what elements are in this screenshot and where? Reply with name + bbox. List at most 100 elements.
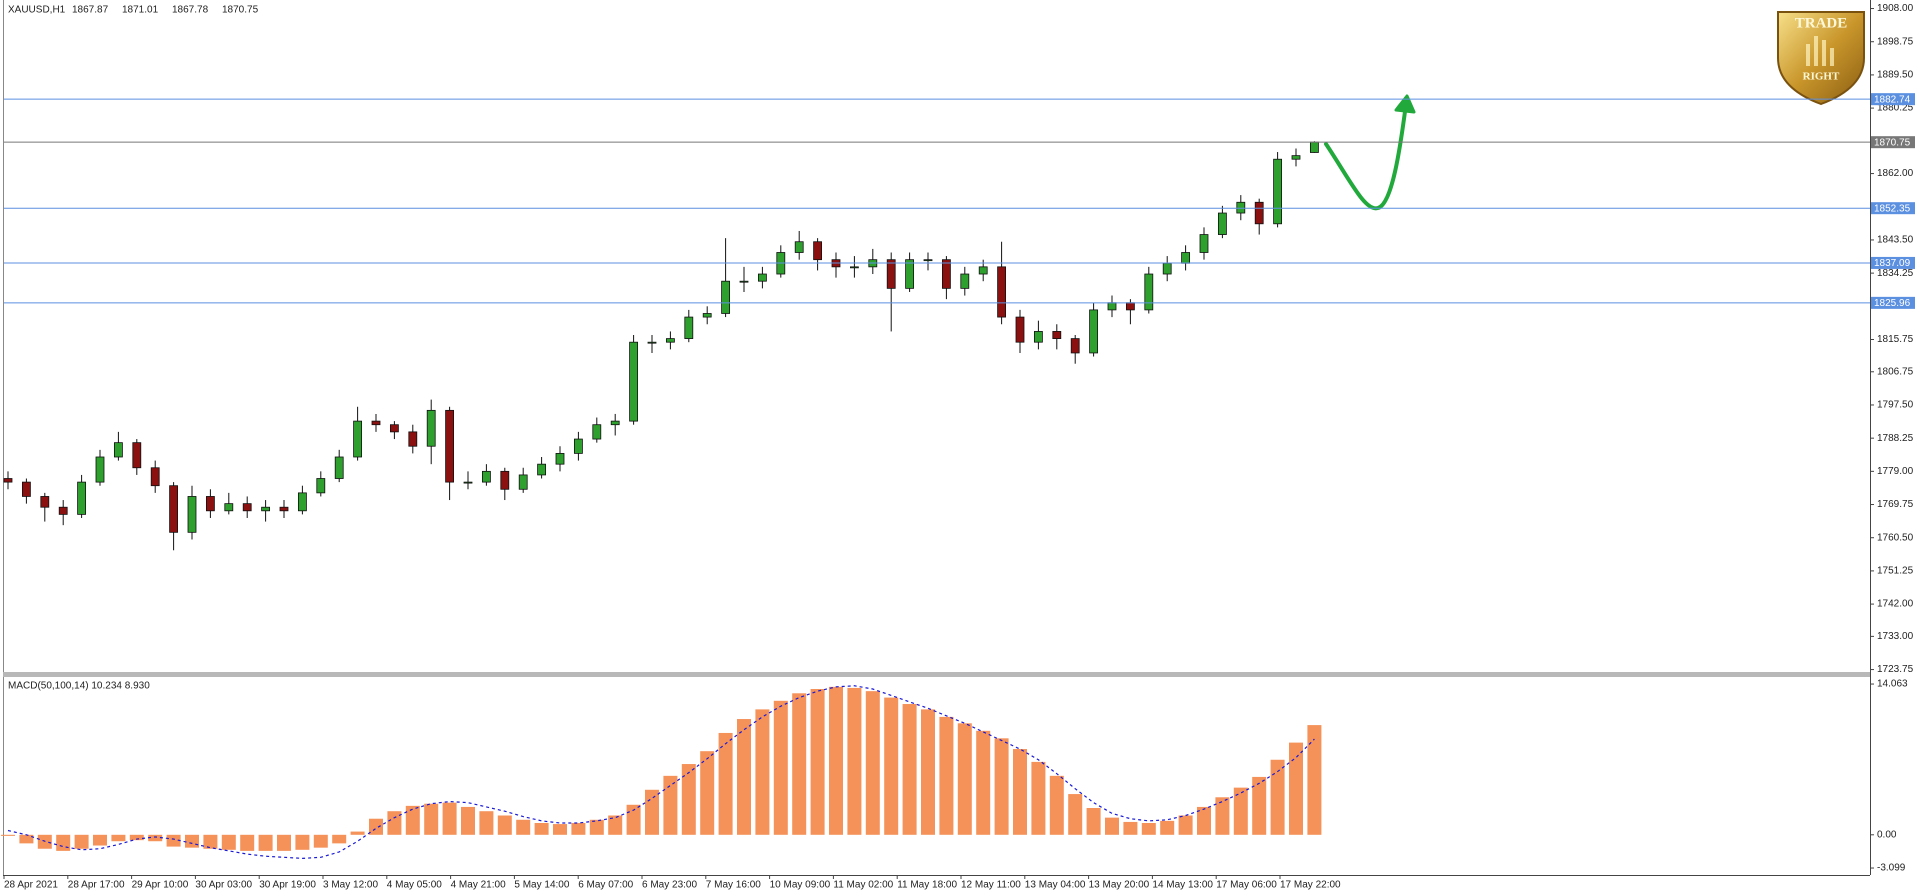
- macd-histogram-bar: [258, 834, 273, 851]
- candle-body: [684, 316, 694, 340]
- macd-histogram-bar: [1197, 806, 1211, 835]
- candle-body: [132, 442, 142, 469]
- candle-body: [1310, 141, 1319, 153]
- candle-body: [3, 478, 13, 483]
- candle-body: [794, 241, 804, 253]
- header-value: 1871.01: [122, 5, 159, 16]
- macd-histogram-bar: [1049, 775, 1064, 835]
- candle-body: [58, 506, 68, 515]
- candle-body: [426, 409, 436, 447]
- macd-histogram-bar: [589, 819, 604, 835]
- macd-histogram-bar: [737, 719, 751, 835]
- candle-body: [1126, 302, 1135, 311]
- x-tick-label: 6 May 23:00: [642, 880, 697, 891]
- macd-histogram-bar: [497, 815, 512, 835]
- level-label: 1825.96: [1874, 298, 1911, 309]
- macd-histogram-bar: [442, 802, 457, 835]
- y-tick-label: 1769.75: [1877, 499, 1914, 510]
- macd-histogram-bar: [1233, 787, 1248, 835]
- x-tick-label: 14 May 13:00: [1152, 880, 1213, 891]
- x-tick-label: 3 May 12:00: [323, 880, 378, 891]
- level-label-box: [1871, 296, 1915, 309]
- y-tick-label: 1733.00: [1877, 631, 1914, 642]
- candle-body: [721, 280, 730, 314]
- macd-histogram-bar: [166, 834, 181, 847]
- macd-histogram-bar: [1031, 761, 1046, 835]
- candle-body: [1181, 252, 1190, 264]
- macd-histogram-bar: [1013, 749, 1027, 835]
- macd-histogram-bar: [847, 687, 862, 835]
- macd-histogram-bar: [792, 693, 807, 835]
- macd-histogram-bar: [277, 834, 291, 851]
- macd-histogram-bar: [810, 689, 825, 835]
- candle-body: [702, 313, 712, 318]
- candle-body: [850, 266, 859, 269]
- macd-histogram-bar: [681, 764, 696, 835]
- macd-histogram-bar: [93, 834, 107, 846]
- macd-histogram-bar: [516, 819, 531, 835]
- macd-histogram-bar: [203, 834, 218, 849]
- macd-histogram-bar: [313, 834, 328, 848]
- candle-body: [610, 420, 620, 426]
- macd-histogram-bar: [571, 823, 586, 835]
- y-tick-label: 1843.50: [1877, 235, 1914, 246]
- level-label: 1837.09: [1874, 258, 1911, 269]
- macd-histogram-bar: [626, 804, 641, 835]
- macd-histogram-bar: [976, 730, 991, 835]
- x-tick-label: 13 May 04:00: [1025, 880, 1086, 891]
- x-tick-label: 29 Apr 10:00: [132, 880, 189, 891]
- x-tick-label: 30 Apr 19:00: [259, 880, 316, 891]
- macd-histogram-bar: [921, 709, 935, 835]
- macd-histogram-bar: [884, 697, 899, 835]
- macd-tick-label: 14.063: [1877, 679, 1908, 690]
- x-tick-label: 28 Apr 17:00: [68, 880, 125, 891]
- y-tick-label: 1889.50: [1877, 70, 1914, 81]
- candle-body: [1273, 158, 1282, 225]
- y-tick-label: 1742.00: [1877, 599, 1914, 610]
- candle-body: [518, 474, 528, 490]
- macd-tick-label: 0.00: [1877, 829, 1897, 840]
- macd-histogram-bar: [829, 686, 843, 835]
- macd-histogram-bar: [221, 834, 236, 850]
- y-tick-label: 1880.25: [1877, 103, 1914, 114]
- candle-body: [1107, 302, 1117, 311]
- panel-separator: [3, 672, 1870, 677]
- macd-histogram-bar: [332, 834, 347, 844]
- x-tick-label: 7 May 16:00: [706, 880, 761, 891]
- x-tick-label: 5 May 14:00: [514, 880, 569, 891]
- macd-histogram-bar: [56, 834, 71, 851]
- macd-histogram-bar: [185, 834, 199, 848]
- x-tick-label: 6 May 07:00: [578, 880, 633, 891]
- candle-body: [481, 470, 491, 483]
- macd-histogram-bar: [19, 834, 34, 844]
- macd-histogram-bar: [663, 775, 678, 835]
- y-tick-label: 1760.50: [1877, 532, 1914, 543]
- x-tick-label: 11 May 18:00: [897, 880, 957, 891]
- x-tick-label: 17 May 06:00: [1216, 880, 1277, 891]
- candle-body: [21, 481, 31, 497]
- logo-bar: [1814, 36, 1818, 66]
- candle-body: [555, 453, 565, 465]
- macd-signal-line: [7, 685, 1315, 859]
- macd-histogram-bar: [1068, 794, 1083, 835]
- macd-histogram-bar: [1141, 823, 1156, 835]
- macd-histogram-bar: [369, 818, 383, 835]
- macd-histogram-bar: [350, 831, 365, 835]
- macd-histogram-bar: [994, 738, 1009, 835]
- candle-body: [77, 481, 86, 515]
- macd-histogram-bar: [773, 700, 788, 835]
- candle-body: [261, 506, 271, 512]
- macd-histogram-bar: [129, 834, 144, 841]
- x-tick-label: 12 May 11:00: [961, 880, 1021, 891]
- macd-histogram-bar: [1252, 776, 1267, 835]
- candle-body: [1162, 262, 1172, 275]
- candle-body: [463, 481, 473, 484]
- candle-body: [574, 438, 583, 454]
- macd-histogram-bar: [553, 824, 567, 835]
- logo: TRADE RIGHT: [1777, 11, 1865, 106]
- macd-histogram-bar: [1105, 817, 1119, 835]
- level-label-box: [1871, 256, 1915, 269]
- y-tick-label: 1862.00: [1877, 168, 1914, 179]
- x-tick-label: 17 May 22:00: [1280, 880, 1341, 891]
